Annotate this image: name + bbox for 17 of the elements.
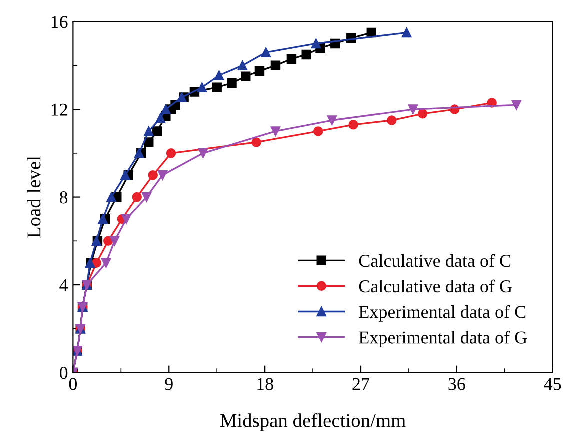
y-tick-label: 8 (60, 192, 68, 204)
y-tick-label: 16 (52, 16, 68, 28)
x-tick-label: 18 (258, 378, 274, 390)
x-axis-title: Midspan deflection/mm (220, 413, 406, 432)
legend-label: Calculative data of G (359, 280, 512, 293)
legend-label: Experimental data of G (359, 330, 528, 348)
y-tick-label: 0 (60, 367, 68, 380)
x-tick-label: 27 (352, 378, 370, 390)
x-tick-label: 9 (165, 378, 173, 390)
x-tick-label: 36 (448, 378, 466, 390)
x-tick-label: 0 (69, 378, 78, 390)
y-axis-title: Load level (27, 156, 41, 238)
legend-label: Experimental data of C (359, 305, 526, 322)
y-tick-label: 4 (60, 279, 68, 292)
x-tick-label: 45 (544, 378, 562, 390)
y-tick-label: 12 (52, 104, 68, 116)
legend-label: Calculative data of C (359, 254, 511, 268)
